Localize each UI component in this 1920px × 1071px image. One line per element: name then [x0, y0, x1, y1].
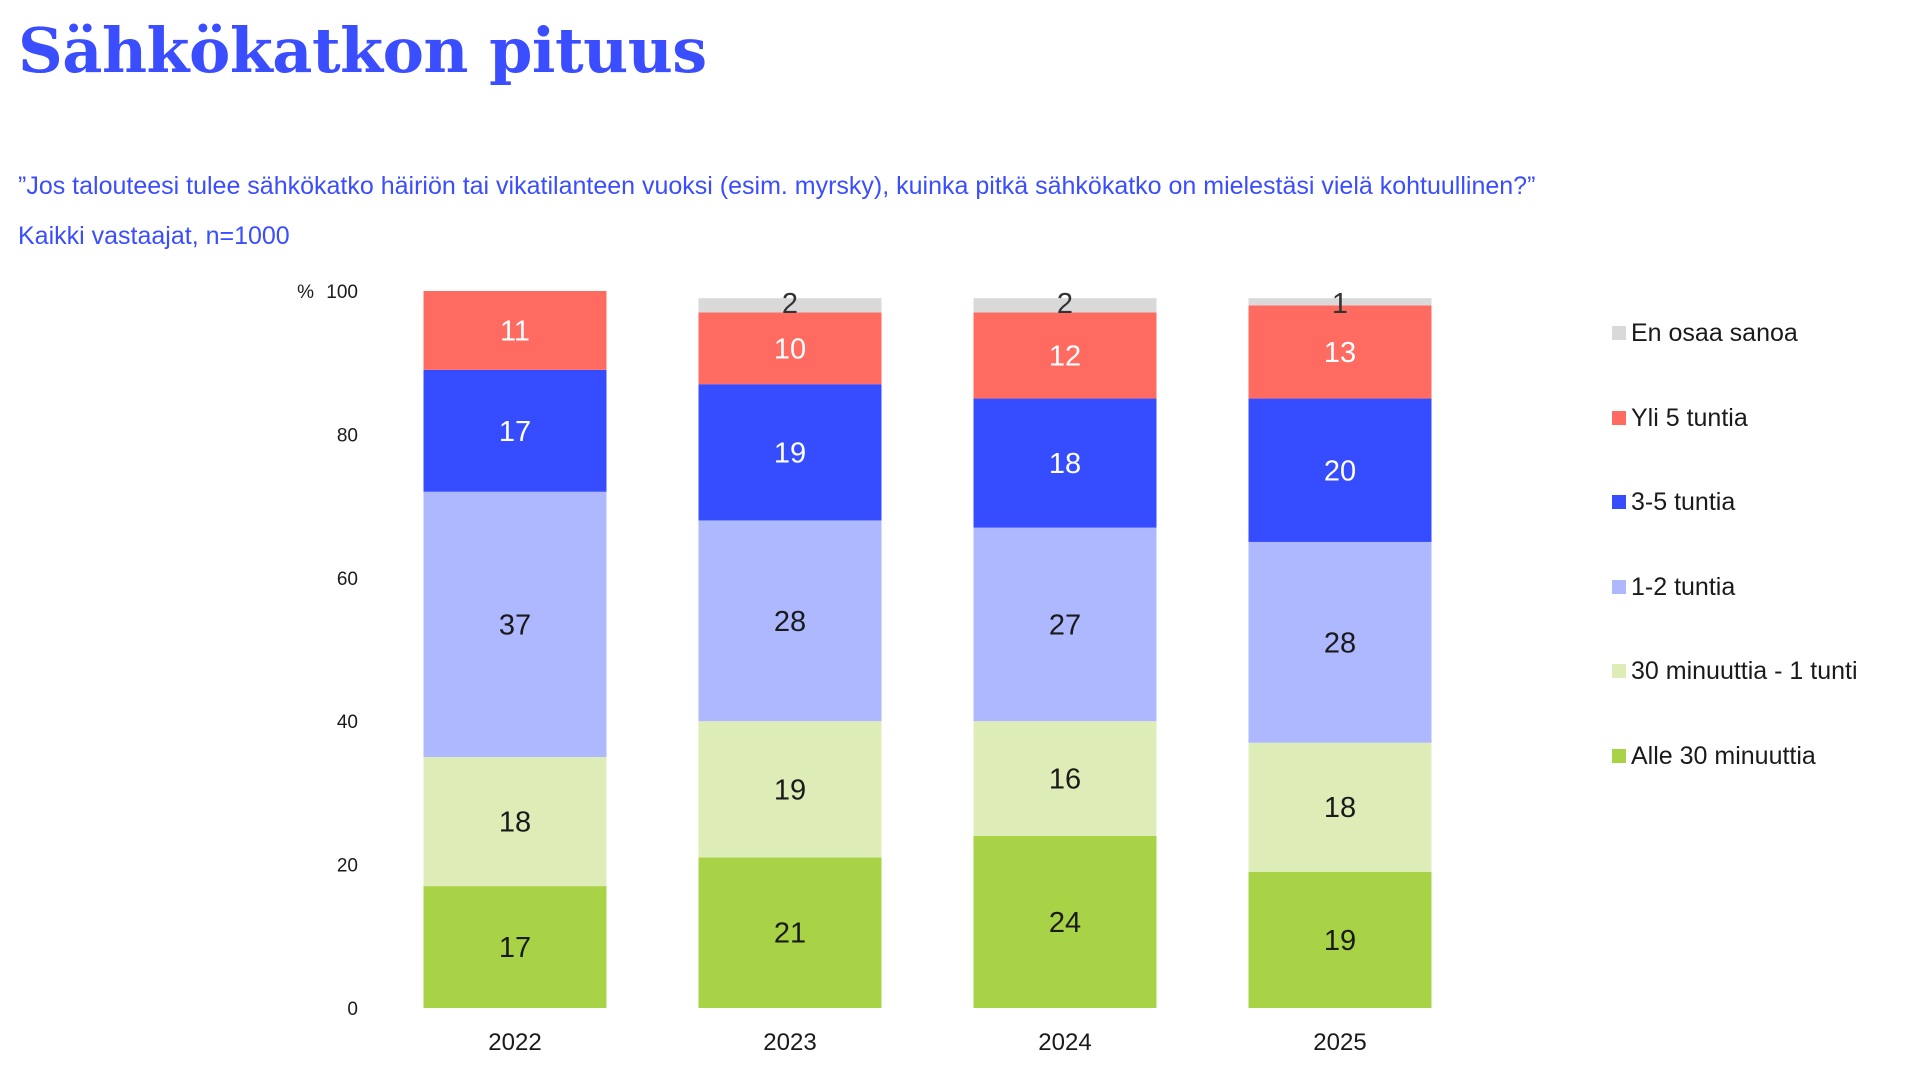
data-label: 2 — [1057, 288, 1073, 320]
bar-segment — [1248, 305, 1432, 399]
y-axis-label: % — [297, 282, 314, 303]
data-label: 19 — [774, 437, 806, 469]
y-tick-label: 100 — [326, 282, 358, 303]
data-label: 18 — [1049, 448, 1081, 480]
legend-swatch — [1612, 411, 1626, 425]
bar-segment — [423, 886, 607, 1008]
bar-segment — [698, 857, 882, 1008]
bar-segment — [1248, 541, 1432, 743]
legend-label: 30 minuuttia - 1 tunti — [1631, 656, 1858, 685]
data-label: 37 — [499, 609, 531, 641]
legend-swatch — [1612, 749, 1626, 763]
legend-item-yli-5-tuntia: Yli 5 tuntia — [1612, 403, 1748, 433]
legend-label: 1-2 tuntia — [1631, 572, 1736, 601]
legend-label: Yli 5 tuntia — [1631, 403, 1748, 432]
data-label: 19 — [774, 774, 806, 806]
bar-segment — [698, 312, 882, 385]
y-tick-label: 20 — [337, 856, 358, 877]
x-tick-label: 2023 — [763, 1029, 816, 1056]
bar-segment — [1248, 871, 1432, 1008]
legend-swatch — [1612, 495, 1626, 509]
legend-item-1-2-tuntia: 1-2 tuntia — [1612, 572, 1735, 602]
legend-label: En osaa sanoa — [1631, 318, 1798, 347]
data-label: 28 — [774, 606, 806, 638]
x-tick-label: 2024 — [1038, 1029, 1091, 1056]
data-label: 12 — [1049, 341, 1081, 373]
bar-segment — [1248, 398, 1432, 542]
data-label: 18 — [499, 807, 531, 839]
bar-segment — [423, 291, 607, 370]
data-label: 17 — [499, 932, 531, 964]
x-tick-label: 2022 — [488, 1029, 541, 1056]
bar-segment — [973, 398, 1157, 528]
survey-question: ”Jos talouteesi tulee sähkökatko häiriön… — [18, 172, 1536, 200]
y-tick-label: 40 — [337, 712, 358, 733]
legend-item-3-5-tuntia: 3-5 tuntia — [1612, 487, 1735, 517]
data-label: 20 — [1324, 455, 1356, 487]
legend-label: 3-5 tuntia — [1631, 487, 1736, 516]
data-label: 27 — [1049, 609, 1081, 641]
data-label: 17 — [499, 416, 531, 448]
bar-segment — [973, 298, 1157, 313]
bar-segment — [973, 527, 1157, 722]
data-label: 2 — [782, 288, 798, 320]
data-label: 24 — [1049, 907, 1081, 939]
respondent-base: Kaikki vastaajat, n=1000 — [18, 222, 290, 250]
bar-segment — [1248, 298, 1432, 306]
data-label: 19 — [1324, 925, 1356, 957]
bar-segment — [698, 298, 882, 313]
bar-segment — [973, 721, 1157, 836]
data-label: 13 — [1324, 337, 1356, 369]
bar-segment — [423, 491, 607, 758]
data-label: 16 — [1049, 764, 1081, 796]
legend-swatch — [1612, 580, 1626, 594]
y-tick-label: 60 — [337, 569, 358, 590]
x-tick-label: 2025 — [1313, 1029, 1366, 1056]
legend-swatch — [1612, 326, 1626, 340]
data-label: 1 — [1332, 288, 1348, 320]
data-label: 21 — [774, 918, 806, 950]
bar-segment — [698, 721, 882, 858]
data-label: 10 — [774, 333, 806, 365]
data-label: 18 — [1324, 792, 1356, 824]
y-tick-label: 80 — [337, 425, 358, 446]
page-title: Sähkökatkon pituus — [18, 14, 707, 87]
legend-item-30-min-1-tunti: 30 minuuttia - 1 tunti — [1612, 656, 1858, 686]
y-tick-label: 0 — [347, 999, 358, 1020]
data-label: 28 — [1324, 627, 1356, 659]
bar-segment — [1248, 742, 1432, 872]
legend-item-en-osaa-sanoa: En osaa sanoa — [1612, 318, 1798, 348]
bar-segment — [973, 835, 1157, 1008]
stacked-bar-chart: 020406080100%171837171120222119281910220… — [297, 282, 1432, 1056]
legend-item-alle-30-min: Alle 30 minuuttia — [1612, 741, 1816, 771]
bar-segment — [698, 384, 882, 521]
bar-segment — [423, 369, 607, 492]
data-label: 11 — [500, 315, 530, 347]
legend-label: Alle 30 minuuttia — [1631, 741, 1816, 770]
legend-swatch — [1612, 664, 1626, 678]
bar-segment — [698, 520, 882, 722]
bar-segment — [973, 312, 1157, 399]
bar-segment — [423, 757, 607, 887]
